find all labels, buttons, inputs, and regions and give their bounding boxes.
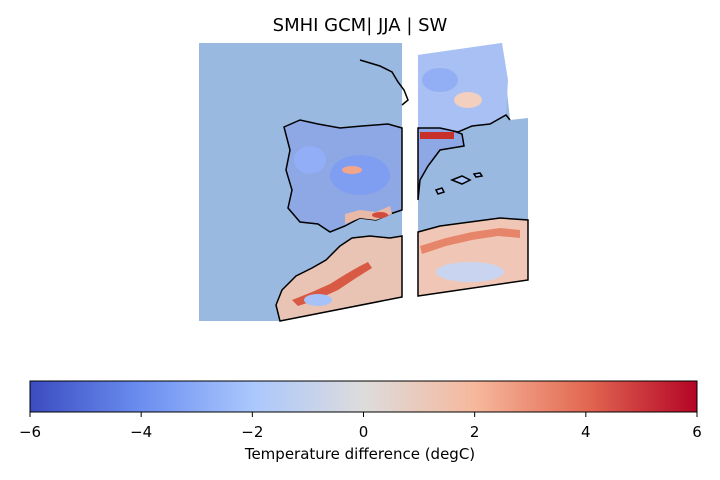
atlas-cool-west xyxy=(304,294,332,306)
colorbar-tick-label: 2 xyxy=(469,423,480,441)
map-title: SMHI GCM| JJA | SW xyxy=(272,15,448,36)
colorbar-tick-label: −2 xyxy=(241,423,264,441)
colorbar-tick-label: −6 xyxy=(18,423,42,441)
iberia-cold-core xyxy=(330,155,390,195)
balearic-mallorca xyxy=(449,175,472,185)
balearic-ibiza xyxy=(434,187,446,195)
biscay-coastline xyxy=(359,59,409,106)
colorbar-tick-label: −4 xyxy=(130,423,153,441)
alps-warm xyxy=(454,92,482,108)
iberia-hot-south xyxy=(372,212,388,218)
france-cool xyxy=(422,68,458,92)
colorbar xyxy=(29,380,698,413)
iberia-hot-spot xyxy=(342,166,362,174)
colorbar-tick-label: 6 xyxy=(692,423,702,441)
colorbar-label: Temperature difference (degC) xyxy=(244,445,476,463)
france-coastline xyxy=(418,114,511,133)
colorbar-tick-label: 4 xyxy=(581,423,591,441)
sahara-cool-east xyxy=(436,262,504,282)
atlas-hot-band-east xyxy=(420,228,520,254)
iberia-south-coast-warm xyxy=(345,206,392,224)
colorbar-tick-label: 0 xyxy=(358,423,369,441)
pyrenees-hot-band xyxy=(420,132,454,139)
colorbar-ticks xyxy=(29,412,698,417)
balearic-menorca xyxy=(472,172,484,178)
france-land xyxy=(418,43,508,132)
iberia-cold-west xyxy=(294,146,326,174)
